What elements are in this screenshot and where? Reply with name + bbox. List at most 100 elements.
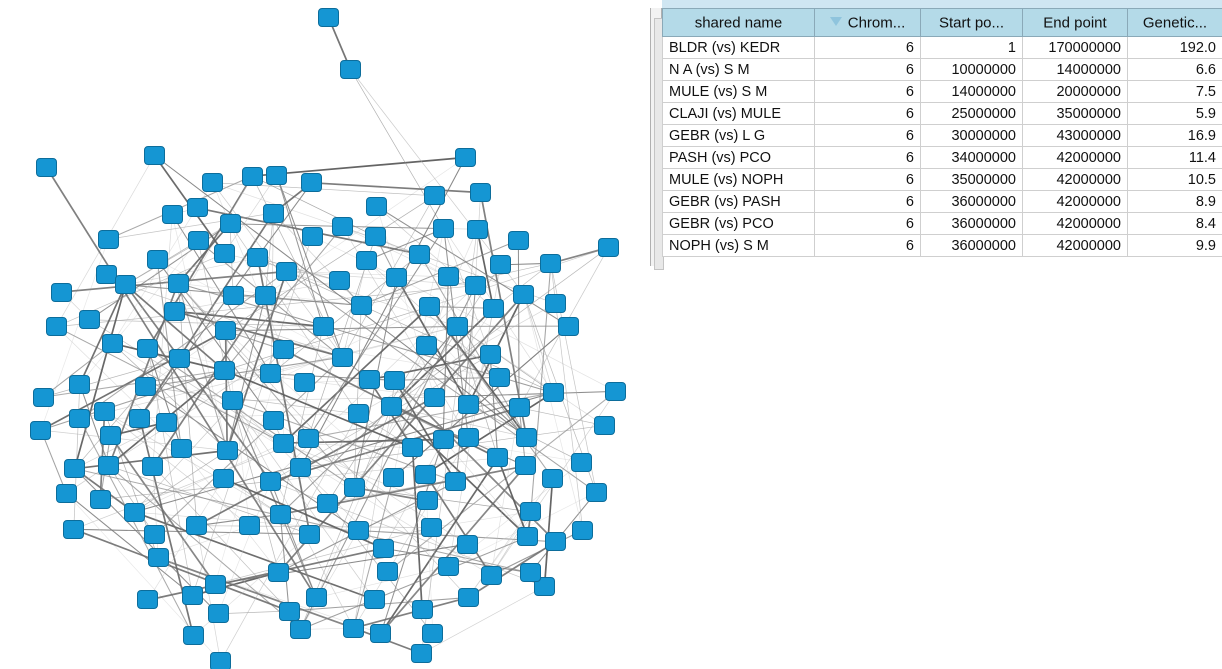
network-node[interactable] bbox=[260, 471, 282, 491]
network-node[interactable] bbox=[123, 502, 145, 522]
network-edge[interactable] bbox=[354, 487, 531, 513]
network-node[interactable] bbox=[297, 428, 319, 448]
table-row[interactable]: PASH (vs) PCO 6 34000000 42000000 11.4 bbox=[662, 146, 1222, 169]
network-node[interactable] bbox=[402, 438, 424, 458]
network-edge[interactable] bbox=[353, 596, 469, 629]
network-edge[interactable] bbox=[42, 358, 180, 398]
network-node[interactable] bbox=[290, 620, 311, 639]
network-node[interactable] bbox=[488, 367, 510, 387]
network-node[interactable] bbox=[202, 173, 224, 193]
network-edge[interactable] bbox=[154, 155, 527, 438]
network-node[interactable] bbox=[520, 502, 542, 522]
network-node[interactable] bbox=[515, 456, 537, 476]
network-node[interactable] bbox=[129, 408, 151, 428]
network-node[interactable] bbox=[69, 409, 91, 429]
network-node[interactable] bbox=[134, 377, 156, 397]
network-edge[interactable] bbox=[152, 465, 290, 612]
network-node[interactable] bbox=[457, 588, 479, 608]
network-node[interactable] bbox=[416, 491, 438, 511]
network-node[interactable] bbox=[213, 244, 235, 263]
network-edge[interactable] bbox=[265, 213, 274, 296]
network-edge[interactable] bbox=[174, 310, 344, 358]
network-edge[interactable] bbox=[225, 330, 394, 479]
network-edge[interactable] bbox=[455, 285, 477, 482]
network-node[interactable] bbox=[301, 173, 323, 193]
network-edge[interactable] bbox=[74, 468, 531, 574]
network-edge[interactable] bbox=[383, 354, 491, 549]
network-edge[interactable] bbox=[226, 271, 288, 451]
network-node[interactable] bbox=[36, 158, 57, 177]
network-edge[interactable] bbox=[476, 229, 495, 309]
network-node[interactable] bbox=[358, 370, 380, 390]
network-edge[interactable] bbox=[158, 525, 250, 559]
network-node[interactable] bbox=[508, 398, 530, 418]
network-edge[interactable] bbox=[273, 212, 362, 306]
network-node[interactable] bbox=[275, 261, 297, 281]
network-node[interactable] bbox=[420, 518, 442, 538]
network-edge[interactable] bbox=[225, 325, 458, 332]
network-edge[interactable] bbox=[220, 413, 359, 662]
network-edge[interactable] bbox=[40, 429, 67, 494]
network-node[interactable] bbox=[216, 441, 238, 461]
network-edge[interactable] bbox=[279, 514, 290, 612]
network-node[interactable] bbox=[187, 231, 209, 251]
network-edge[interactable] bbox=[421, 586, 545, 654]
network-node[interactable] bbox=[438, 557, 460, 577]
network-node[interactable] bbox=[247, 248, 269, 268]
network-node[interactable] bbox=[347, 404, 369, 424]
table-vertical-scrollbar[interactable] bbox=[650, 8, 664, 270]
network-node[interactable] bbox=[51, 282, 73, 302]
network-edge[interactable] bbox=[79, 384, 110, 467]
network-node[interactable] bbox=[63, 519, 85, 539]
network-node[interactable] bbox=[222, 286, 244, 306]
network-node[interactable] bbox=[415, 335, 437, 355]
network-node[interactable] bbox=[55, 483, 77, 503]
network-node[interactable] bbox=[168, 349, 190, 369]
network-node[interactable] bbox=[99, 426, 121, 446]
network-node[interactable] bbox=[186, 198, 208, 218]
network-node[interactable] bbox=[182, 626, 204, 646]
network-node[interactable] bbox=[409, 244, 431, 264]
network-node[interactable] bbox=[278, 601, 300, 621]
network-node[interactable] bbox=[544, 294, 566, 314]
network-node[interactable] bbox=[239, 516, 261, 536]
network-edge[interactable] bbox=[311, 235, 397, 278]
network-edge[interactable] bbox=[429, 247, 609, 307]
network-node[interactable] bbox=[466, 219, 488, 239]
network-node[interactable] bbox=[167, 273, 189, 293]
network-node[interactable] bbox=[572, 520, 594, 540]
network-node[interactable] bbox=[316, 493, 338, 513]
network-edge[interactable] bbox=[316, 566, 449, 599]
network-node[interactable] bbox=[332, 347, 354, 367]
network-edge[interactable] bbox=[40, 429, 228, 451]
network-edge[interactable] bbox=[311, 181, 481, 194]
network-node[interactable] bbox=[144, 146, 165, 165]
table-row[interactable]: BLDR (vs) KEDR 6 1 170000000 192.0 bbox=[662, 36, 1222, 59]
network-node[interactable] bbox=[540, 253, 562, 273]
network-edge[interactable] bbox=[224, 226, 343, 371]
network-node[interactable] bbox=[445, 472, 467, 492]
network-node[interactable] bbox=[142, 456, 164, 476]
network-node[interactable] bbox=[364, 226, 386, 246]
network-node[interactable] bbox=[269, 504, 291, 524]
network-edge[interactable] bbox=[283, 442, 428, 502]
network-edge[interactable] bbox=[124, 284, 225, 372]
network-edge[interactable] bbox=[99, 411, 106, 500]
network-edge[interactable] bbox=[387, 390, 617, 573]
network-edge[interactable] bbox=[133, 442, 284, 513]
network-node[interactable] bbox=[515, 427, 537, 447]
network-node[interactable] bbox=[290, 458, 312, 478]
network-edge[interactable] bbox=[152, 294, 267, 467]
network-edge[interactable] bbox=[177, 283, 198, 526]
network-node[interactable] bbox=[204, 574, 226, 594]
network-node[interactable] bbox=[487, 448, 509, 468]
network-node[interactable] bbox=[373, 538, 395, 558]
column-header-chromosome[interactable]: Chrom... bbox=[814, 8, 921, 37]
network-node[interactable] bbox=[432, 430, 454, 450]
network-edge[interactable] bbox=[442, 276, 449, 440]
network-edge[interactable] bbox=[125, 223, 231, 286]
network-node[interactable] bbox=[419, 297, 441, 317]
network-edge[interactable] bbox=[286, 271, 597, 493]
network-node[interactable] bbox=[455, 148, 476, 167]
network-edge[interactable] bbox=[196, 513, 281, 527]
